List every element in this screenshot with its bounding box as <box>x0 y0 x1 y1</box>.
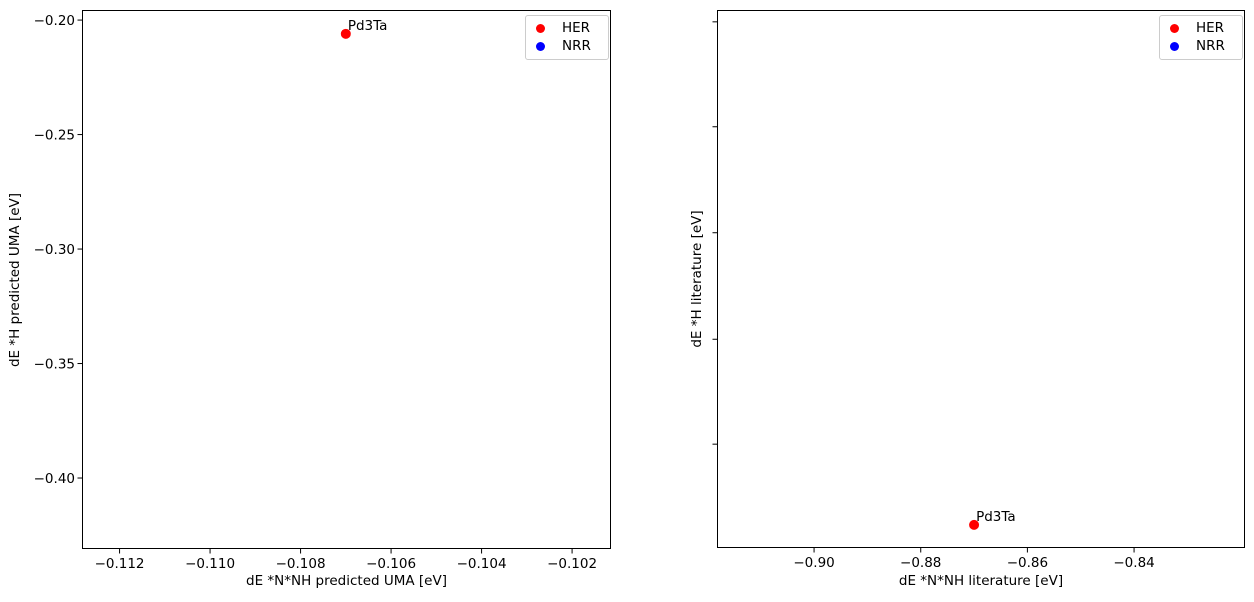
x-tick-label: −0.110 <box>185 556 235 572</box>
nrr-marker-icon <box>536 42 545 51</box>
y-tick-label: −0.40 <box>34 471 75 487</box>
legend-label-nrr: NRR <box>562 37 591 54</box>
legend-label-her: HER <box>1196 19 1225 36</box>
left-legend: HER NRR <box>525 15 609 60</box>
right-legend: HER NRR <box>1159 15 1243 60</box>
y-tick-label: −0.35 <box>34 356 75 372</box>
legend-label-nrr: NRR <box>1196 37 1225 54</box>
legend-item-nrr: NRR <box>1170 38 1242 56</box>
right-y-axis-label: dE *H literature [eV] <box>689 210 705 348</box>
right-plot-area <box>717 10 1245 548</box>
x-tick-label: −0.106 <box>366 556 416 572</box>
legend-item-her: HER <box>536 20 608 38</box>
legend-item-her: HER <box>1170 20 1242 38</box>
x-tick-label: −0.86 <box>1007 555 1048 571</box>
x-tick-label: −0.104 <box>457 556 507 572</box>
x-tick-label: −0.112 <box>95 556 145 572</box>
left-point-annotation: Pd3Ta <box>347 17 388 34</box>
y-tick-label: −0.30 <box>34 242 75 258</box>
left-plot-area <box>82 10 611 549</box>
x-tick-label: −0.108 <box>276 556 326 572</box>
right-x-axis-label: dE *N*NH literature [eV] <box>898 573 1064 589</box>
x-tick-label: −0.84 <box>1113 555 1154 571</box>
left-x-axis-label: dE *N*NH predicted UMA [eV] <box>246 573 447 589</box>
her-marker-icon <box>536 24 545 33</box>
x-tick-label: −0.88 <box>900 555 941 571</box>
y-tick-label: −0.25 <box>34 127 75 143</box>
x-tick-label: −0.90 <box>793 555 834 571</box>
right-point-annotation: Pd3Ta <box>976 508 1016 525</box>
left-y-axis-label: dE *H predicted UMA [eV] <box>7 192 23 368</box>
nrr-marker-icon <box>1170 42 1179 51</box>
x-tick-label: −0.102 <box>547 556 597 572</box>
her-marker-icon <box>1170 24 1179 33</box>
legend-item-nrr: NRR <box>536 38 608 56</box>
legend-label-her: HER <box>562 19 591 36</box>
y-tick-label: −0.20 <box>34 13 75 29</box>
